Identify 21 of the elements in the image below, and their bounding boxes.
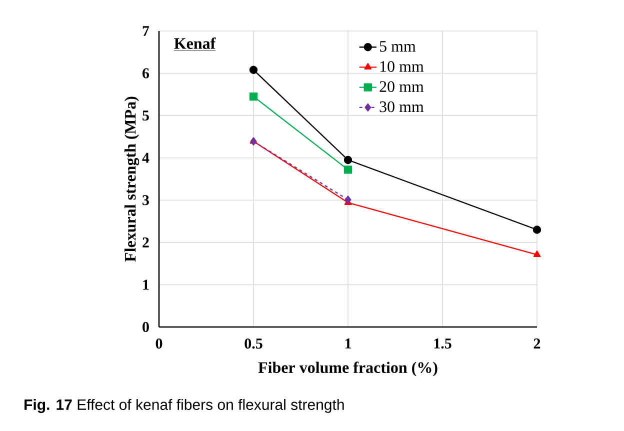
y-tick-label: 4 xyxy=(142,152,150,163)
y-tick-label: 2 xyxy=(142,237,149,248)
y-tick-label: 3 xyxy=(142,195,149,206)
y-tick-label: 6 xyxy=(142,68,150,78)
x-tick-label: 1 xyxy=(345,338,351,348)
annotation: Kenaf xyxy=(174,37,216,49)
text: Fig. 17 Effect of kenaf fibers on flexural strength xyxy=(24,398,344,414)
legend-label: 20 mm xyxy=(380,81,424,92)
x-tick-label: 2 xyxy=(534,338,540,348)
legend-label: 10 mm xyxy=(380,61,424,72)
legend-label: 30 mm xyxy=(380,101,424,112)
x-tick-label: 1.5 xyxy=(434,338,452,349)
y-tick-label: 1 xyxy=(143,280,149,290)
y-tick-label: 7 xyxy=(142,26,150,36)
x-axis-title: Fiber volume fraction (%) xyxy=(258,362,438,376)
x-tick-label: 0.5 xyxy=(244,338,262,349)
y-tick-label: 0 xyxy=(142,322,149,332)
y-tick-label: 5 xyxy=(142,110,149,121)
legend-label: 5 mm xyxy=(380,41,416,52)
y-axis-title: Flexural strength (MPa) xyxy=(124,96,140,262)
x-tick-label: 0 xyxy=(156,338,162,349)
